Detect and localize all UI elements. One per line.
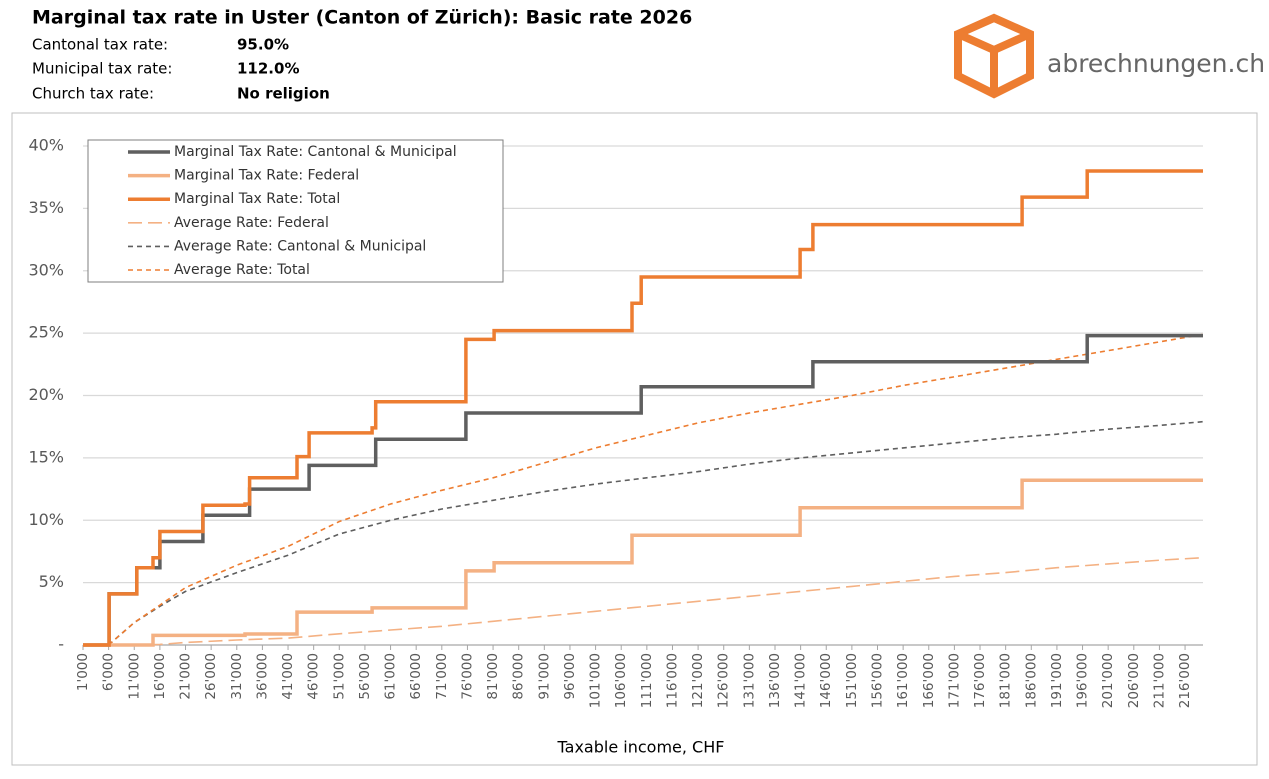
y-tick-label: 10% xyxy=(28,510,64,529)
x-tick-label: 1'000 xyxy=(75,653,91,691)
legend-label: Marginal Tax Rate: Total xyxy=(174,191,340,207)
x-tick-label: 16'000 xyxy=(152,653,168,700)
legend-box xyxy=(87,139,504,283)
grid: - 5% 10% 15% 20% 25% 30% 35% 40% 1'000 6'000 11'000… xyxy=(28,136,1203,708)
x-tick-label: 6'000 xyxy=(101,653,117,691)
rate-value: 112.0% xyxy=(237,60,299,78)
rate-value: 95.0% xyxy=(237,36,289,54)
x-tick-label: 81'000 xyxy=(485,653,501,700)
x-tick-label: 156'000 xyxy=(870,653,886,708)
x-tick-label: 131'000 xyxy=(741,653,757,708)
x-tick-label: 126'000 xyxy=(716,653,732,708)
logo-icon xyxy=(954,13,1034,99)
rate-label: Municipal tax rate: xyxy=(32,60,172,78)
legend-label: Average Rate: Total xyxy=(174,262,310,278)
rate-label: Cantonal tax rate: xyxy=(32,36,168,54)
series-line xyxy=(108,556,1204,646)
x-tick-label: 181'000 xyxy=(998,653,1014,708)
legend-label: Average Rate: Cantonal & Municipal xyxy=(174,238,426,254)
x-tick-label: 21'000 xyxy=(178,653,194,700)
x-tick-label: 161'000 xyxy=(895,653,911,708)
x-tick-label: 141'000 xyxy=(793,653,809,708)
x-tick-label: 61'000 xyxy=(383,653,399,700)
rate-label: Church tax rate: xyxy=(32,85,154,103)
series-line xyxy=(83,169,1203,647)
x-tick-label: 216'000 xyxy=(1177,653,1193,708)
x-tick-label: 136'000 xyxy=(767,653,783,708)
x-tick-label: 66'000 xyxy=(408,653,424,700)
x-tick-label: 51'000 xyxy=(331,653,347,700)
logo-text: abrechnungen.ch xyxy=(1047,49,1265,78)
x-tick-label: 106'000 xyxy=(613,653,629,708)
y-tick-label: 25% xyxy=(28,323,64,342)
y-tick-label: - xyxy=(58,635,64,654)
x-tick-label: 111'000 xyxy=(639,653,655,708)
x-tick-label: 146'000 xyxy=(818,653,834,708)
x-axis-title: Taxable income, CHF xyxy=(557,738,725,757)
y-tick-label: 15% xyxy=(28,447,64,466)
legend-label: Average Rate: Federal xyxy=(174,215,329,231)
y-tick-label: 40% xyxy=(28,136,64,155)
legend: Marginal Tax Rate: Cantonal & Municipal M… xyxy=(87,139,504,283)
x-tick-label: 211'000 xyxy=(1151,653,1167,708)
x-tick-label: 116'000 xyxy=(664,653,680,708)
series-line xyxy=(108,420,1204,646)
y-tick-label: 5% xyxy=(39,572,64,591)
x-tick-label: 76'000 xyxy=(459,653,475,700)
x-tick-label: 191'000 xyxy=(1049,653,1065,708)
x-tick-label: 151'000 xyxy=(844,653,860,708)
legend-label: Marginal Tax Rate: Cantonal & Municipal xyxy=(174,144,457,160)
x-tick-label: 86'000 xyxy=(511,653,527,700)
x-tick-label: 46'000 xyxy=(306,653,322,700)
x-tick-label: 206'000 xyxy=(1126,653,1142,708)
x-tick-label: 186'000 xyxy=(1023,653,1039,708)
y-tick-label: 30% xyxy=(28,260,64,279)
legend-label: Marginal Tax Rate: Federal xyxy=(174,168,359,184)
x-tick-label: 171'000 xyxy=(946,653,962,708)
x-tick-label: 41'000 xyxy=(280,653,296,700)
page-title: Marginal tax rate in Uster (Canton of Zü… xyxy=(32,7,692,29)
x-tick-label: 201'000 xyxy=(1100,653,1116,708)
x-tick-label: 11'000 xyxy=(126,653,142,700)
x-tick-label: 36'000 xyxy=(254,653,270,700)
x-tick-label: 96'000 xyxy=(562,653,578,700)
x-tick-label: 26'000 xyxy=(203,653,219,700)
rate-value: No religion xyxy=(237,85,330,103)
x-tick-label: 166'000 xyxy=(921,653,937,708)
x-tick-label: 56'000 xyxy=(357,653,373,700)
x-tick-label: 71'000 xyxy=(434,653,450,700)
series-line xyxy=(83,478,1203,647)
x-tick-label: 91'000 xyxy=(536,653,552,700)
y-tick-label: 35% xyxy=(28,198,64,217)
x-tick-label: 176'000 xyxy=(972,653,988,708)
x-tick-label: 196'000 xyxy=(1075,653,1091,708)
y-tick-label: 20% xyxy=(28,385,64,404)
x-tick-label: 101'000 xyxy=(588,653,604,708)
series-lines xyxy=(83,169,1204,647)
x-tick-label: 31'000 xyxy=(229,653,245,700)
x-tick-label: 121'000 xyxy=(690,653,706,708)
series-line xyxy=(108,333,1204,646)
